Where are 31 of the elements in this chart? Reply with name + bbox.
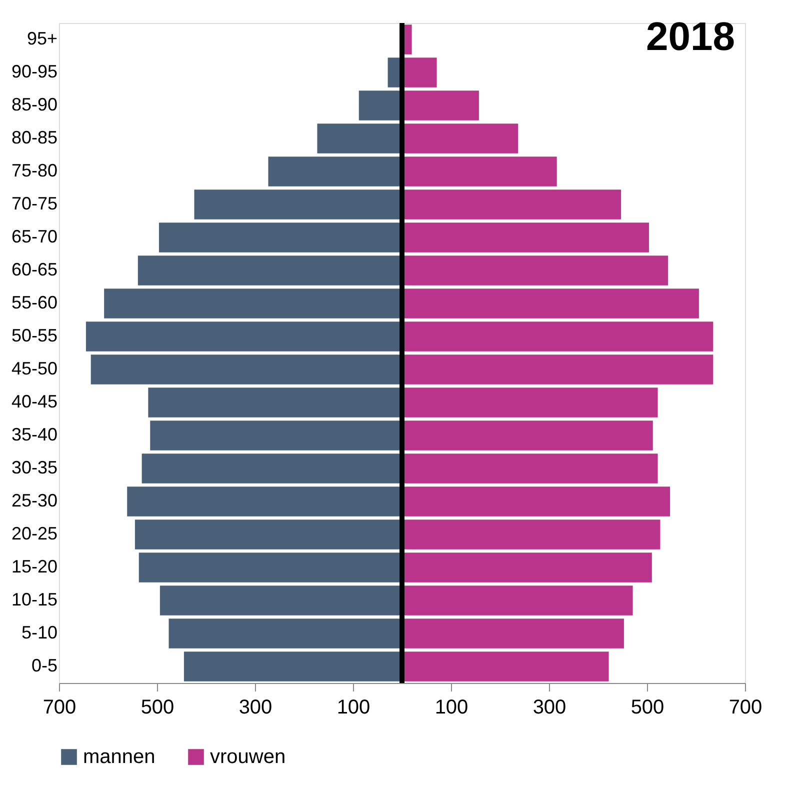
x-tick-label: 300 bbox=[238, 696, 272, 718]
x-tick-label: 100 bbox=[336, 696, 370, 718]
y-tick-label: 95+ bbox=[26, 28, 58, 48]
y-tick-label: 70-75 bbox=[11, 194, 58, 214]
y-tick-label: 35-40 bbox=[11, 424, 58, 444]
y-tick-label: 90-95 bbox=[11, 62, 58, 82]
y-tick-label: 55-60 bbox=[11, 292, 58, 312]
x-tick-label: 300 bbox=[532, 696, 566, 718]
x-tick-label: 500 bbox=[140, 696, 174, 718]
annotation: 2018 bbox=[646, 15, 735, 59]
y-tick-label: 40-45 bbox=[11, 392, 58, 412]
legend-label: vrouwen bbox=[210, 746, 286, 768]
y-tick-label: 30-35 bbox=[11, 458, 58, 478]
y-tick-label: 15-20 bbox=[11, 556, 58, 576]
x-tick-label: 100 bbox=[434, 696, 468, 718]
legend-label: mannen bbox=[83, 746, 156, 768]
y-tick-label: 65-70 bbox=[11, 226, 58, 246]
y-tick-label: 85-90 bbox=[11, 94, 58, 114]
y-tick-label: 45-50 bbox=[11, 358, 58, 378]
y-tick-label: 20-25 bbox=[11, 524, 58, 544]
y-tick-label: 75-80 bbox=[11, 160, 58, 180]
y-tick-label: 60-65 bbox=[11, 260, 58, 280]
y-tick-label: 80-85 bbox=[11, 128, 58, 148]
y-tick-label: 10-15 bbox=[11, 590, 58, 610]
y-tick-label: 5-10 bbox=[21, 622, 58, 642]
y-tick-label: 50-55 bbox=[11, 326, 58, 346]
y-tick-label: 25-30 bbox=[11, 490, 58, 510]
y-tick-label: 0-5 bbox=[31, 656, 58, 676]
x-tick-label: 500 bbox=[630, 696, 664, 718]
x-tick-label: 700 bbox=[728, 696, 762, 718]
x-tick-label: 700 bbox=[42, 696, 76, 718]
